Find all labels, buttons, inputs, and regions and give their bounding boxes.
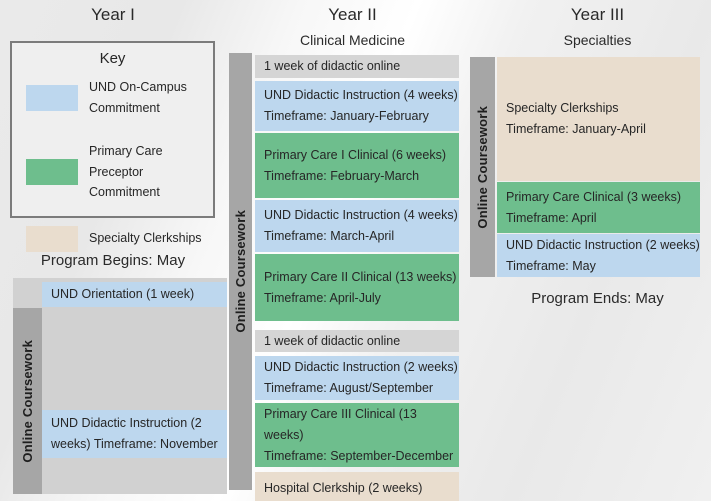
year1-section: UND Orientation (1 week) Online Coursewo…: [13, 278, 227, 494]
key-item-specialty: Specialty Clerkships: [26, 225, 213, 252]
block-text: UND Didactic Instruction (4 weeks): [264, 88, 458, 102]
block-text: UND Didactic Instruction (2 weeks): [264, 360, 458, 374]
timeline-block: Hospital Clerkship (2 weeks): [255, 472, 459, 501]
online-coursework-label: Online Coursework: [20, 339, 35, 463]
timeline-block: UND Didactic Instruction (2 weeks) Timef…: [497, 234, 700, 277]
timeline-block: Primary Care Clinical (3 weeks) Timefram…: [497, 182, 700, 233]
program-ends-note: Program Ends: May: [531, 290, 664, 307]
timeline-block: Primary Care I Clinical (6 weeks) Timefr…: [255, 133, 459, 198]
key-title: Key: [99, 50, 126, 67]
key-rows: UND On-Campus Commitment Primary Care Pr…: [26, 77, 213, 252]
block-text: Specialty Clerkships: [506, 101, 619, 115]
block-text: Timeframe: January-April: [506, 122, 646, 136]
block-text: 1 week of didactic online: [264, 333, 401, 348]
key-label-line: Commitment: [89, 100, 160, 115]
program-begins-note: Program Begins: May: [40, 252, 186, 269]
online-coursework-label: Online Coursework: [233, 210, 248, 333]
key-swatch-blue: [26, 84, 78, 111]
year1-title: Year I: [91, 5, 135, 24]
key-swatch-green: [26, 158, 78, 185]
online-coursework-label: Online Coursework: [475, 105, 490, 229]
key-label-line: Specialty Clerkships: [89, 231, 202, 246]
block-text: Timeframe: February-March: [264, 168, 420, 183]
online-coursework-bar-year1: Online Coursework: [13, 308, 42, 494]
key-label-line: UND On-Campus: [89, 80, 187, 94]
block-text: UND Orientation (1 week): [51, 287, 195, 301]
block-text: Timeframe: May: [506, 258, 596, 273]
key-label-line: Primary Care Preceptor: [89, 144, 163, 179]
timeline-block: UND Didactic Instruction (2 weeks) Timef…: [255, 356, 459, 400]
timeline-block: UND Didactic Instruction (4 weeks) Timef…: [255, 81, 459, 131]
block-text: Primary Care III Clinical (13 weeks): [264, 406, 417, 442]
key-item-preceptor: Primary Care Preceptor Commitment: [26, 141, 213, 203]
block-text: 1 week of didactic online: [264, 59, 401, 73]
block-text: UND Didactic Instruction (2: [51, 416, 202, 430]
key-swatch-tan: [26, 225, 78, 252]
year2-title: Year II: [328, 5, 377, 24]
block-text: Primary Care II Clinical (13 weeks): [264, 269, 457, 284]
block-text: UND Didactic Instruction (2 weeks): [506, 237, 700, 252]
key-label-line: Commitment: [89, 185, 160, 199]
key-item-on-campus: UND On-Campus Commitment: [26, 77, 213, 118]
year2-subtitle: Clinical Medicine: [299, 32, 406, 48]
timeline-block-didactic-november: UND Didactic Instruction (2 weeks) Timef…: [42, 410, 227, 458]
timeline-block: Primary Care II Clinical (13 weeks) Time…: [255, 254, 459, 321]
block-text: Hospital Clerkship (2 weeks): [264, 481, 423, 495]
online-coursework-bar-year2: Online Coursework: [229, 53, 252, 490]
block-text: Primary Care Clinical (3 weeks): [506, 189, 682, 204]
block-text: UND Didactic Instruction (4 weeks): [264, 208, 458, 222]
timeline-block-orientation: UND Orientation (1 week): [42, 282, 227, 307]
block-text: Timeframe: August/September: [264, 381, 434, 395]
year3-subtitle: Specialties: [563, 32, 632, 48]
block-text: Timeframe: September-December: [264, 448, 454, 463]
block-text: Timeframe: March-April: [264, 229, 395, 243]
block-text: Timeframe: April-July: [264, 290, 381, 305]
key-item-label: Primary Care Preceptor Commitment: [89, 141, 213, 203]
year3-title: Year III: [570, 5, 625, 24]
timeline-block: 1 week of didactic online: [255, 330, 459, 352]
timeline-block: 1 week of didactic online: [255, 55, 459, 78]
block-text: Timeframe: January-February: [264, 109, 429, 123]
key-box: Key UND On-Campus Commitment Primary Car…: [10, 41, 215, 252]
key-item-label: Specialty Clerkships: [89, 228, 202, 249]
block-text: weeks) Timeframe: November: [51, 437, 218, 451]
block-text: Primary Care I Clinical (6 weeks): [264, 147, 446, 162]
timeline-block: UND Didactic Instruction (4 weeks) Timef…: [255, 200, 459, 252]
block-text: Timeframe: April: [506, 210, 597, 225]
online-coursework-bar-year3: Online Coursework: [470, 57, 495, 277]
timeline-block: Specialty Clerkships Timeframe: January-…: [497, 57, 700, 181]
timeline-block: Primary Care III Clinical (13 weeks) Tim…: [255, 403, 459, 467]
key-item-label: UND On-Campus Commitment: [89, 77, 187, 118]
